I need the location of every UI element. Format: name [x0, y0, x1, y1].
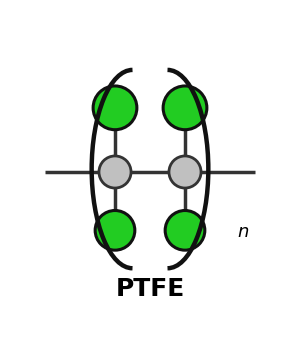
Circle shape [93, 86, 137, 130]
Circle shape [169, 156, 201, 188]
Circle shape [99, 156, 131, 188]
Text: PTFE: PTFE [116, 277, 184, 301]
Circle shape [163, 86, 207, 130]
Circle shape [95, 211, 135, 250]
Text: n: n [238, 223, 249, 241]
Circle shape [165, 211, 205, 250]
